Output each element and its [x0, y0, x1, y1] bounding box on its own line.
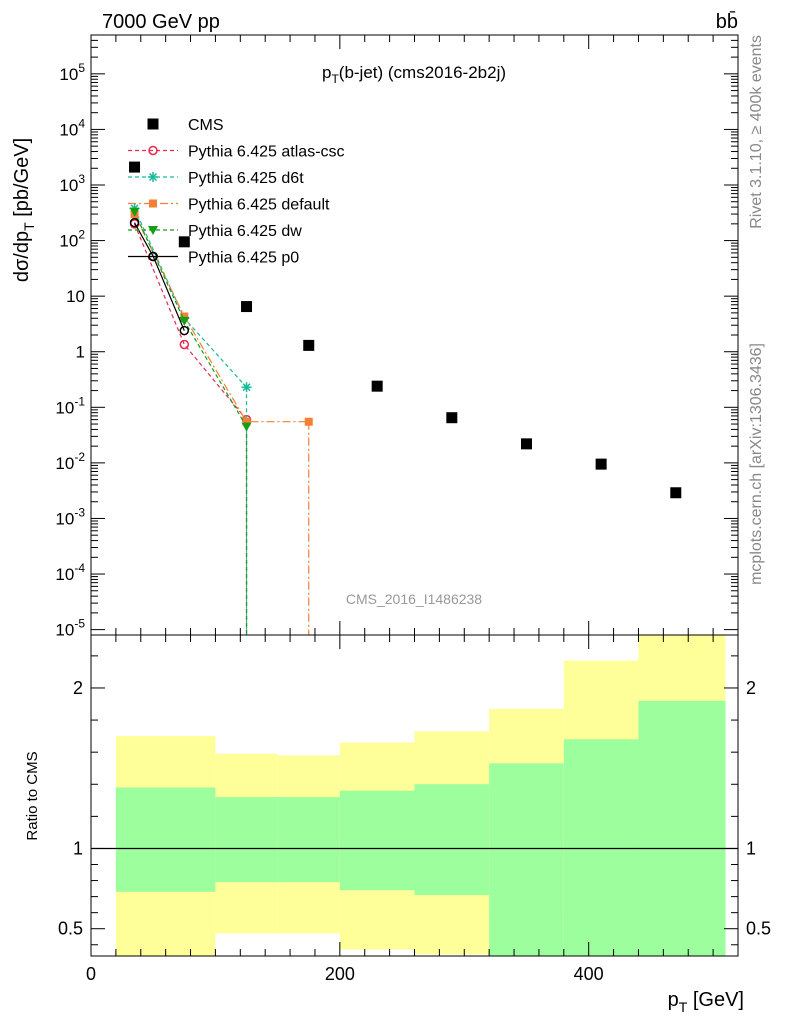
ratio-stat-band: [339, 790, 415, 891]
data-point: [129, 207, 140, 217]
y-tick-label: 10-1: [55, 394, 85, 417]
legend-item: Pythia 6.425 atlas-csc: [128, 144, 345, 161]
legend-item: Pythia 6.425 default: [128, 197, 330, 214]
legend-label: Pythia 6.425 default: [188, 197, 330, 214]
legend-symbol: [148, 172, 158, 182]
energy-label: 7000 GeV pp: [102, 11, 220, 33]
ratio-stat-band: [563, 739, 639, 956]
data-point: [241, 382, 252, 393]
ratio-y-tick-label: 0.5: [746, 919, 771, 939]
y-tick-label: 10-4: [55, 561, 85, 584]
legend-symbol: [149, 199, 157, 208]
x-tick-label: 200: [325, 964, 355, 984]
data-point: [129, 161, 141, 173]
y-tick-label: 104: [59, 116, 85, 139]
data-point: [595, 458, 607, 470]
data-point: [670, 487, 682, 499]
data-point: [303, 339, 315, 351]
data-point: [179, 339, 190, 350]
series-line: [133, 222, 185, 331]
mcplots-label: mcplots.cern.ch [arXiv:1306.3436]: [748, 343, 765, 585]
main-title: pT(b-jet) (cms2016-2b2j): [322, 63, 506, 86]
series-cms: [129, 161, 682, 499]
ratio-y-axis-label: Ratio to CMS: [24, 751, 41, 840]
ratio-y-tick-label: 0.5: [58, 919, 83, 939]
y-tick-label: 1: [76, 343, 85, 362]
legend-item: CMS: [147, 117, 224, 134]
ratio-y-tick-label: 2: [746, 678, 756, 698]
data-point: [371, 380, 383, 392]
data-point: [520, 438, 532, 450]
ratio-plot-area: [91, 635, 738, 956]
data-point: [446, 412, 458, 424]
y-tick-label: 10-5: [55, 617, 85, 640]
legend-label: Pythia 6.425 p0: [188, 250, 299, 267]
ratio-y-tick-label: 1: [746, 838, 756, 858]
legend-label: Pythia 6.425 d6t: [188, 170, 304, 187]
ratio-y-tick-label: 1: [73, 838, 83, 858]
legend-label: Pythia 6.425 dw: [188, 223, 302, 240]
data-point: [241, 301, 253, 313]
ratio-stat-band: [215, 797, 278, 883]
data-point: [178, 236, 190, 248]
legend-label: CMS: [188, 117, 224, 134]
data-point: [180, 312, 189, 321]
x-axis-label: pT [GeV]: [668, 989, 744, 1015]
data-point: [179, 325, 190, 336]
ratio-stat-band: [414, 784, 490, 896]
y-tick-label: 10-2: [55, 450, 85, 473]
series-line: [133, 223, 247, 420]
ratio-stat-band: [638, 700, 726, 956]
y-tick-label: 103: [59, 172, 85, 195]
main-axis-ticks: 10-5 10-4 10-3 10-2 10-1 1 10 102 103 104 105: [55, 34, 739, 640]
process-label: bb̄: [716, 10, 738, 33]
y-tick-label: 10-3: [55, 505, 85, 528]
legend-symbol: [147, 118, 159, 130]
main-y-axis-label: dσ/dpT [pb/GeV]: [11, 138, 37, 282]
ratio-axis-ticks: 0 200 400 0.5 0.5 1 1 2 2: [58, 635, 771, 984]
y-tick-label: 105: [59, 61, 85, 84]
ratio-panel: 0 200 400 0.5 0.5 1 1 2 2 Ratio to CMS pT [GeV]: [24, 634, 771, 1015]
data-point: [241, 422, 252, 432]
series-line: [133, 213, 309, 423]
legend-item: Pythia 6.425 d6t: [128, 170, 304, 187]
y-tick-label: 10: [66, 287, 85, 306]
watermark: CMS_2016_I1486238: [346, 591, 482, 607]
legend-label: Pythia 6.425 atlas-csc: [188, 144, 345, 161]
x-tick-label: 400: [574, 964, 604, 984]
ratio-stat-band: [115, 787, 216, 892]
legend-item: Pythia 6.425 p0: [128, 250, 299, 267]
ratio-y-tick-label: 2: [73, 678, 83, 698]
legend-symbol: [148, 226, 158, 235]
y-tick-label: 102: [59, 228, 85, 251]
series-pythia-6-425-default: [130, 210, 313, 635]
rivet-label: Rivet 3.1.10, ≥ 400k events: [748, 35, 765, 229]
series-pythia-6-425-dw: [129, 207, 252, 635]
legend-symbol: [148, 251, 158, 262]
series-pythia-6-425-d6t: [129, 203, 252, 635]
main-plot-area: [129, 161, 682, 635]
data-point: [129, 217, 140, 228]
ratio-stat-band: [489, 763, 564, 956]
x-tick-label: 0: [86, 964, 96, 984]
series-pythia-6-425-atlas-csc: [129, 219, 252, 635]
ratio-stat-band: [277, 797, 340, 883]
legend-symbol: [148, 145, 158, 156]
data-point: [179, 316, 190, 326]
main-panel: 10-5 10-4 10-3 10-2 10-1 1 10 102 103 104 105 dσ/d…: [11, 34, 739, 640]
legend: CMS Pythia 6.425 atlas-csc Pythia 6.425 d6…: [128, 117, 345, 267]
legend-item: Pythia 6.425 dw: [128, 223, 302, 240]
data-point: [304, 417, 313, 426]
data-point: [242, 417, 251, 426]
